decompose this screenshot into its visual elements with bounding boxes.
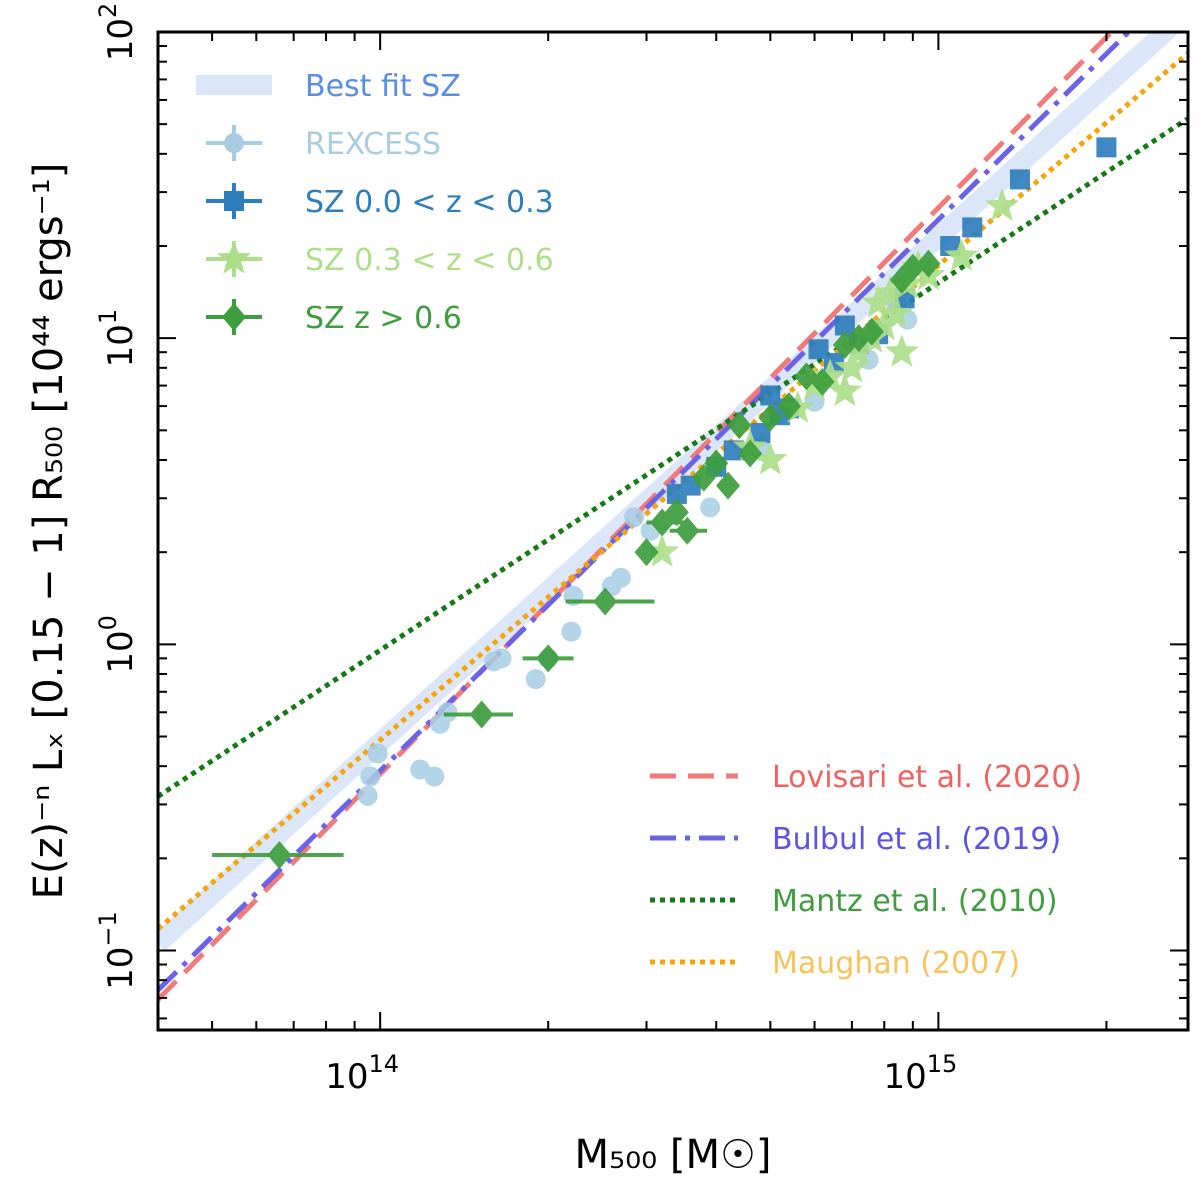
point-0-2 <box>367 743 388 764</box>
point-2-13 <box>879 295 914 329</box>
legend-marker-4 <box>222 303 246 331</box>
point-1-10 <box>834 315 855 336</box>
x-axis-label: M₅₀₀ [M☉] <box>575 1132 772 1178</box>
legend-top-label-2: SZ 0.0 < z < 0.3 <box>305 185 554 220</box>
data-points-layer <box>212 137 1117 870</box>
point-3-9 <box>704 449 729 478</box>
point-0-14 <box>610 567 631 588</box>
point-3-3 <box>593 587 618 616</box>
point-3-16 <box>810 367 835 396</box>
legend-bottom-label-0: Lovisari et al. (2020) <box>772 760 1082 795</box>
y-tick-exponent-1: 0 <box>94 615 122 630</box>
legend-top-entry-0: Best fit SZ <box>196 69 461 104</box>
point-2-5 <box>813 358 848 391</box>
fit-line-1 <box>158 32 1116 1002</box>
point-3-14 <box>776 392 801 421</box>
point-3-12 <box>738 439 763 468</box>
point-1-17 <box>1096 137 1117 158</box>
point-3-7 <box>675 516 700 545</box>
point-1-15 <box>962 217 983 238</box>
point-2-14 <box>884 334 919 367</box>
point-0-4 <box>424 766 445 787</box>
legend-top-label-4: SZ z > 0.6 <box>305 301 462 336</box>
point-3-1 <box>469 700 494 729</box>
point-1-4 <box>750 423 771 444</box>
x-tick-label-0: 1014 <box>325 1050 399 1097</box>
point-0-11 <box>561 621 582 642</box>
legend-marker-1 <box>224 133 244 153</box>
legend-top-entry-4: SZ z > 0.6 <box>206 299 462 336</box>
point-3-21 <box>900 253 925 282</box>
legend-bottom-entry-2: Mantz et al. (2010) <box>650 884 1058 919</box>
point-3-6 <box>664 498 689 527</box>
legend-bottom-label-3: Maughan (2007) <box>772 946 1020 981</box>
point-3-22 <box>916 249 941 278</box>
legend-marker-2 <box>224 191 244 211</box>
y-tick-exponent-0: −1 <box>94 911 122 946</box>
point-3-8 <box>691 463 716 492</box>
legend-marker-3 <box>216 241 252 274</box>
point-2-12 <box>873 275 908 308</box>
point-3-4 <box>634 538 659 567</box>
point-3-2 <box>536 644 561 673</box>
legend-bottom-entry-1: Bulbul et al. (2019) <box>650 822 1061 857</box>
point-2-6 <box>827 373 862 406</box>
point-0-17 <box>700 497 721 518</box>
legend-top-label-1: REXCESS <box>305 127 441 162</box>
series-3 <box>212 249 941 870</box>
point-3-0 <box>267 841 292 870</box>
y-tick-exponent-2: 1 <box>94 309 122 324</box>
point-0-9 <box>525 669 546 690</box>
x-tick-exponent-1: 15 <box>927 1050 958 1078</box>
point-2-7 <box>834 349 869 383</box>
point-0-6 <box>437 702 458 723</box>
legend-top-label-3: SZ 0.3 < z < 0.6 <box>305 243 554 278</box>
point-0-15 <box>624 507 645 528</box>
legend-top-entry-3: SZ 0.3 < z < 0.6 <box>206 241 554 278</box>
legend-top-left: Best fit SZ REXCESS SZ 0.0 < z < 0.3 SZ 0.3… <box>196 69 554 336</box>
point-1-8 <box>808 339 829 360</box>
legend-bottom-entry-0: Lovisari et al. (2020) <box>650 760 1082 795</box>
point-1-16 <box>1009 169 1030 190</box>
point-3-11 <box>727 411 752 440</box>
point-1-5 <box>760 385 781 406</box>
point-2-11 <box>867 307 902 341</box>
point-2-2 <box>753 442 788 475</box>
fit-lines-layer <box>158 32 1188 1002</box>
y-tick-exponent-3: 2 <box>94 3 122 18</box>
legend-bottom-entry-3: Maughan (2007) <box>650 946 1020 981</box>
legend-bottom-label-2: Mantz et al. (2010) <box>772 884 1058 919</box>
point-2-10 <box>861 285 896 318</box>
legend-bottom-label-1: Bulbul et al. (2019) <box>772 822 1061 857</box>
point-0-1 <box>360 766 381 787</box>
point-3-19 <box>859 317 884 346</box>
point-2-18 <box>944 238 979 271</box>
legend-top-entry-2: SZ 0.0 < z < 0.3 <box>206 183 554 220</box>
point-0-0 <box>357 785 378 806</box>
legend-bottom-right: Lovisari et al. (2020) Bulbul et al. (201… <box>650 760 1082 981</box>
point-0-8 <box>491 648 512 669</box>
y-axis-label: E(z)⁻ⁿ Lₓ [0.15 − 1] R₅₀₀ [10⁴⁴ ergs⁻¹] <box>26 163 72 900</box>
point-2-19 <box>984 188 1020 221</box>
point-2-0 <box>645 534 680 567</box>
plot-frame <box>156 30 1190 1032</box>
legend-top-label-0: Best fit SZ <box>305 69 461 104</box>
x-tick-exponent-0: 14 <box>369 1050 400 1078</box>
legend-top-entry-1: REXCESS <box>206 125 441 162</box>
point-3-10 <box>716 471 741 500</box>
fit-line-2 <box>158 32 1133 992</box>
point-3-13 <box>758 403 783 432</box>
